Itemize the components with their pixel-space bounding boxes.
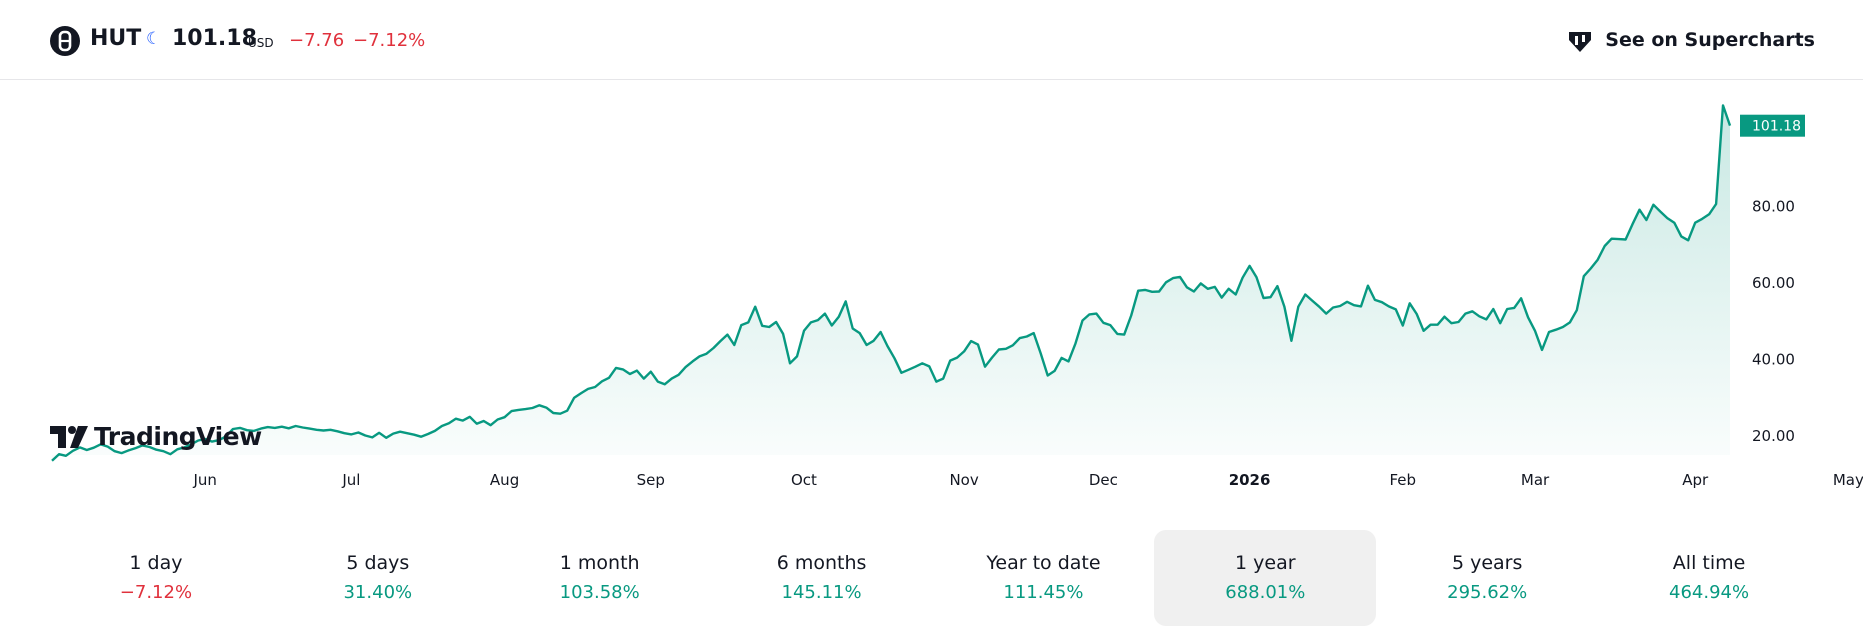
period-label: 1 month: [559, 552, 640, 574]
tradingview-wordmark: TradingView: [94, 422, 262, 451]
period-label: 5 days: [346, 552, 410, 574]
x-tick-label: Apr: [1682, 471, 1709, 489]
period-label: 5 years: [1451, 552, 1523, 574]
period-change: 145.11%: [781, 582, 862, 603]
y-tick-label: 20.00: [1752, 427, 1795, 445]
period-tab-5y[interactable]: 5 years 295.62%: [1376, 530, 1598, 626]
period-change: −7.12%: [119, 582, 193, 603]
period-change: 111.45%: [1003, 582, 1084, 603]
period-tab-1d[interactable]: 1 day −7.12%: [45, 530, 267, 626]
x-tick-label: Mar: [1521, 471, 1550, 489]
symbol-ticker[interactable]: HUT: [90, 26, 142, 51]
x-tick-label: Jun: [192, 471, 216, 489]
x-tick-label: 2026: [1229, 471, 1271, 489]
last-price: 101.18: [172, 26, 257, 51]
price-chart[interactable]: 20.00 40.00 60.00 80.00 Jun Jul Aug Sep Oct Nov D…: [0, 80, 1863, 500]
supercharts-icon: [1569, 32, 1592, 52]
period-tab-1m[interactable]: 1 month 103.58%: [489, 530, 711, 626]
y-tick-label: 60.00: [1752, 274, 1795, 292]
symbol-header: HUT ☾ 101.18 USD −7.76 −7.12% See on Sup…: [0, 0, 1863, 80]
last-price-tag-label: 101.18: [1752, 119, 1801, 135]
period-change: 464.94%: [1669, 582, 1750, 603]
market-closed-moon-icon: ☾: [146, 29, 162, 49]
period-label: 1 year: [1235, 552, 1296, 574]
x-tick-label: May: [1833, 471, 1863, 489]
price-area-fill: [52, 105, 1730, 461]
period-change: 688.01%: [1225, 582, 1306, 603]
period-label: 1 day: [129, 552, 183, 574]
price-change-percent: −7.12%: [353, 30, 426, 51]
price-currency: USD: [248, 36, 274, 50]
x-axis: Jun Jul Aug Sep Oct Nov Dec 2026 Feb Mar Apr May: [192, 471, 1863, 489]
tradingview-mark-icon: [50, 425, 88, 448]
period-tab-all[interactable]: All time 464.94%: [1598, 530, 1820, 626]
period-label: 6 months: [776, 552, 867, 574]
x-tick-label: Sep: [637, 471, 665, 489]
price-change: −7.76: [289, 30, 345, 51]
period-tab-1y[interactable]: 1 year 688.01%: [1154, 530, 1377, 626]
period-tab-ytd[interactable]: Year to date 111.45%: [933, 530, 1155, 626]
x-tick-label: Dec: [1089, 471, 1118, 489]
period-label: All time: [1672, 552, 1746, 574]
period-label: Year to date: [986, 552, 1101, 574]
period-change: 103.58%: [559, 582, 640, 603]
period-tab-5d[interactable]: 5 days 31.40%: [267, 530, 489, 626]
last-price-tag-bg: [1740, 114, 1805, 137]
x-tick-label: Jul: [341, 471, 360, 489]
symbol-logo-icon: [50, 26, 80, 56]
see-on-supercharts-button[interactable]: See on Supercharts: [1565, 22, 1815, 58]
period-tab-6m[interactable]: 6 months 145.11%: [711, 530, 933, 626]
y-axis: 20.00 40.00 60.00 80.00: [1752, 198, 1795, 445]
supercharts-label: See on Supercharts: [1605, 29, 1815, 51]
last-price-tag: 101.18: [1740, 114, 1805, 137]
price-line: [51, 104, 1732, 462]
tradingview-logo[interactable]: TradingView: [50, 422, 262, 451]
period-change: 31.40%: [343, 582, 413, 603]
period-performance-tabs: 1 day −7.12% 5 days 31.40% 1 month 103.5…: [45, 530, 1820, 626]
x-tick-label: Nov: [949, 471, 978, 489]
y-tick-label: 40.00: [1752, 350, 1795, 368]
period-change: 295.62%: [1447, 582, 1528, 603]
x-tick-label: Oct: [791, 471, 817, 489]
x-tick-label: Aug: [490, 471, 519, 489]
x-tick-label: Feb: [1389, 471, 1416, 489]
y-tick-label: 80.00: [1752, 198, 1795, 216]
